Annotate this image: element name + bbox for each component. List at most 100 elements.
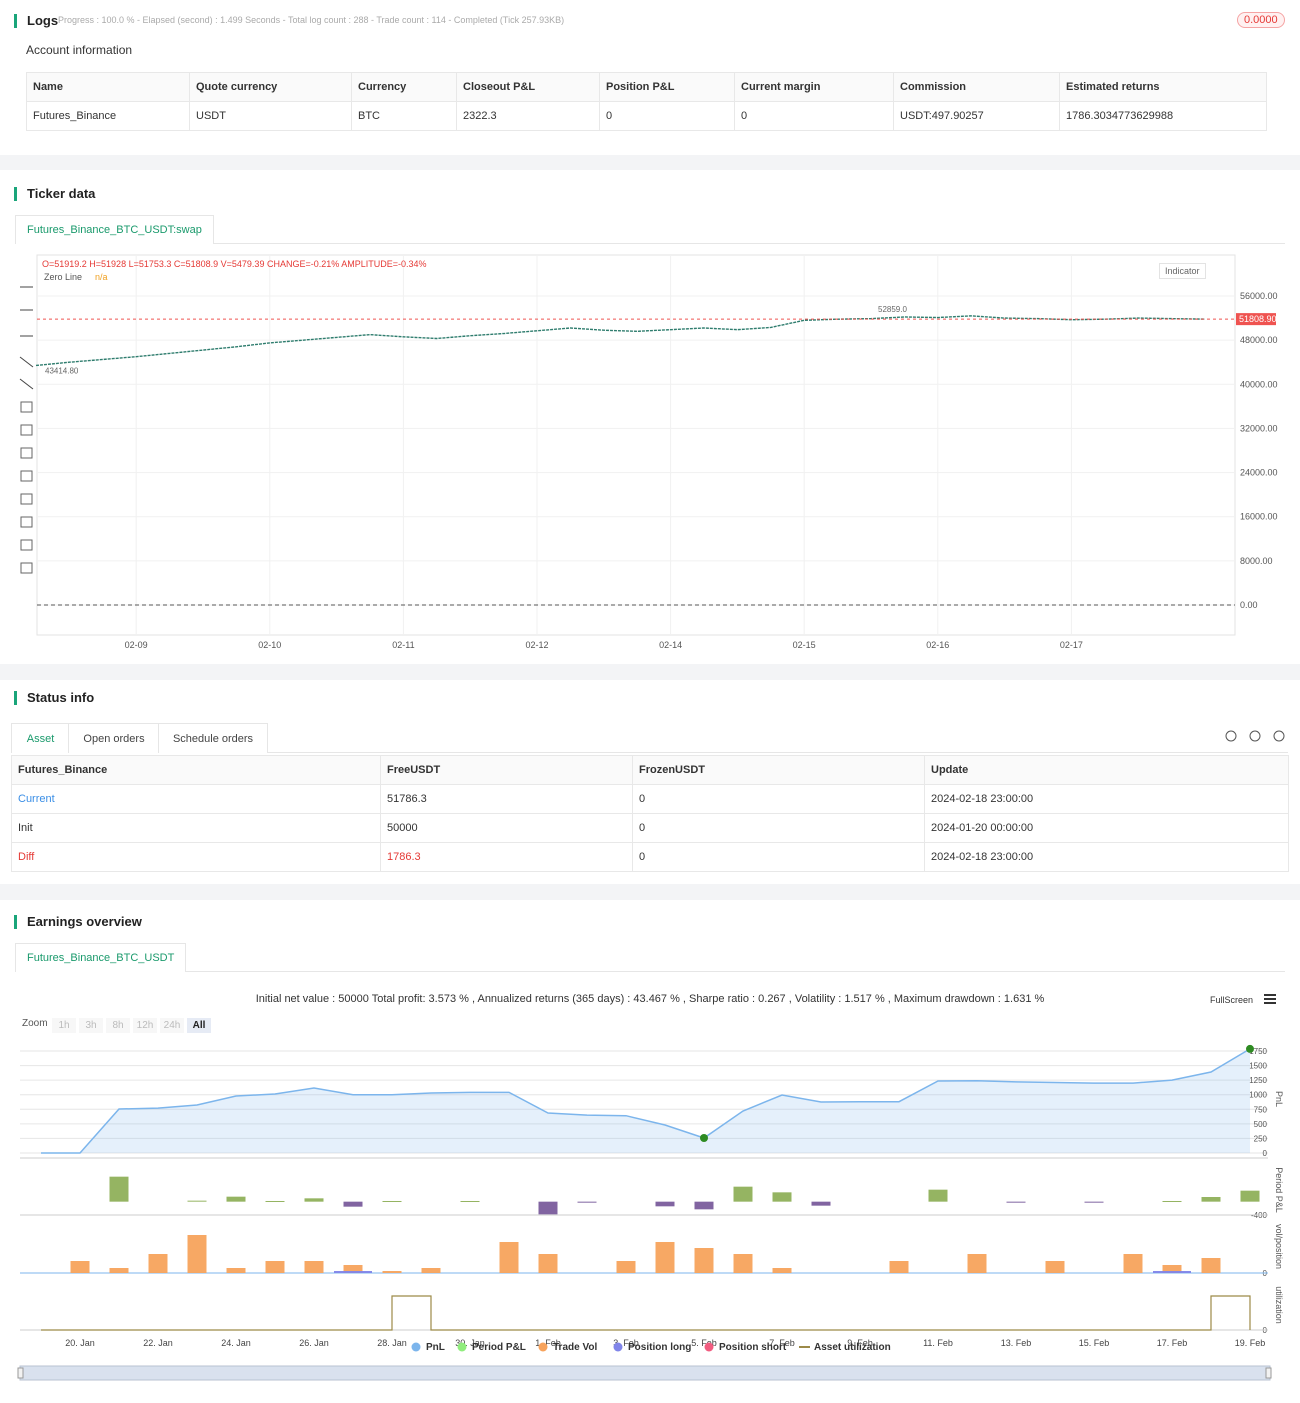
tab-underline — [11, 752, 1288, 753]
legend-label[interactable]: PnL — [426, 1342, 445, 1353]
price-line — [35, 315, 1206, 367]
legend-label[interactable]: Position long — [628, 1342, 691, 1353]
legend-label[interactable]: Period P&L — [472, 1342, 526, 1353]
y-tick-label: 1250 — [1249, 1076, 1267, 1085]
account-table-wrap: Name Quote currency Currency Closeout P&L Po… — [26, 72, 1267, 131]
cell: Diff — [11, 842, 381, 872]
bar — [343, 1265, 363, 1273]
tab[interactable]: Futures_Binance_BTC_USDT:swap — [15, 215, 214, 244]
cell: 0 — [632, 842, 925, 872]
y-tick-label: 8000.00 — [1240, 556, 1273, 566]
toolbar-icon — [1225, 730, 1237, 742]
tool-icon — [20, 493, 33, 505]
navigator-handle — [1265, 1367, 1272, 1379]
x-tick-label: 19. Feb — [1235, 1338, 1266, 1348]
zoom-button[interactable]: 8h — [106, 1018, 130, 1033]
zoom-button[interactable]: 24h — [160, 1018, 184, 1033]
tool-icon — [20, 401, 33, 413]
bar — [226, 1196, 246, 1202]
bar — [109, 1176, 129, 1202]
divider — [0, 155, 1300, 170]
x-tick-label: 02-15 — [793, 640, 816, 650]
tool-icon — [20, 516, 33, 528]
zoom-button[interactable]: 3h — [79, 1018, 103, 1033]
bar — [1045, 1261, 1065, 1273]
header-cell: Currency — [351, 72, 457, 102]
zoom-button[interactable]: 1h — [52, 1018, 76, 1033]
y-tick-label: 250 — [1254, 1134, 1268, 1143]
header-cell: FreeUSDT — [380, 755, 633, 785]
y-tick-label: 16000.00 — [1240, 512, 1278, 522]
bar — [538, 1201, 558, 1215]
x-tick-label: 02-11 — [392, 640, 414, 650]
legend-marker — [538, 1342, 548, 1352]
table: Name Quote currency Currency Closeout P&L Po… — [26, 72, 1267, 131]
zoom-buttons: 1h 3h 8h 12h 24h All — [52, 1015, 214, 1033]
x-tick-label: 24. Jan — [221, 1338, 251, 1348]
fullscreen-button[interactable]: FullScreen — [1210, 995, 1254, 1005]
cell: BTC — [351, 101, 457, 131]
bar — [889, 1261, 909, 1273]
tab[interactable]: Schedule orders — [158, 723, 268, 753]
header-cell: Estimated returns — [1059, 72, 1267, 102]
cell: Init — [11, 813, 381, 843]
row: Current 51786.3 0 2024-02-18 23:00:00 — [11, 784, 1289, 814]
tool-icon — [19, 378, 34, 390]
status-table-wrap: Futures_Binance FreeUSDT FrozenUSDT Update C… — [11, 755, 1289, 872]
tool-icon — [20, 447, 33, 459]
y-tick-label: 0.00 — [1240, 600, 1258, 610]
row: Diff 1786.3 0 2024-02-18 23:00:00 — [11, 842, 1289, 872]
cell: 2024-02-18 23:00:00 — [924, 842, 1289, 872]
bar — [382, 1201, 402, 1202]
cell: 1786.3034773629988 — [1059, 101, 1267, 131]
navigator-handle — [17, 1367, 24, 1379]
bar — [1084, 1201, 1104, 1203]
zoom-button[interactable]: 12h — [133, 1018, 157, 1033]
bar — [733, 1254, 753, 1273]
row: Futures_Binance USDT BTC 2322.3 0 0 USDT:497.9… — [26, 101, 1267, 131]
x-tick-label: 17. Feb — [1157, 1338, 1188, 1348]
bar — [655, 1242, 675, 1273]
cell: 0 — [599, 101, 735, 131]
y-tick-label: 40000.00 — [1240, 379, 1278, 389]
indicator-button[interactable]: Indicator — [1159, 263, 1206, 279]
y-tick-label: 750 — [1254, 1105, 1268, 1114]
x-tick-label: 02-09 — [125, 640, 148, 650]
bar — [226, 1268, 246, 1273]
x-tick-label: 02-12 — [525, 640, 548, 650]
cell: 2322.3 — [456, 101, 600, 131]
tab[interactable]: Futures_Binance_BTC_USDT — [15, 943, 187, 972]
bar — [70, 1261, 90, 1273]
progress: Progress : 100.0 % - Elapsed (second) : … — [58, 15, 565, 25]
legend-label[interactable]: Asset utilization — [814, 1342, 891, 1353]
header-cell: Current margin — [734, 72, 894, 102]
bar — [811, 1201, 831, 1206]
section-title: Ticker data — [14, 187, 95, 201]
y-axis-title: PnL — [1274, 1091, 1284, 1107]
y-tick-label: 1750 — [1249, 1047, 1267, 1056]
tab-underline — [15, 971, 1285, 972]
header-cell: Update — [924, 755, 1289, 785]
x-tick-label: 22. Jan — [143, 1338, 173, 1348]
cell: USDT:497.90257 — [893, 101, 1060, 131]
tab[interactable]: Asset — [11, 723, 70, 753]
zoom-button[interactable]: All — [187, 1018, 211, 1033]
tool-icon — [20, 470, 33, 482]
tool-icon — [20, 424, 33, 436]
legend-label[interactable]: Position short — [719, 1342, 787, 1353]
header-cell: Position P&L — [599, 72, 735, 102]
tab[interactable]: Open orders — [68, 723, 160, 753]
bar — [460, 1201, 480, 1202]
bar — [148, 1254, 168, 1273]
section-title: Status info — [14, 691, 94, 705]
bar — [538, 1254, 558, 1273]
zoom-label: Zoom — [22, 1018, 48, 1029]
tool-icon — [19, 356, 34, 368]
summary: Initial net value : 50000 Total profit: … — [0, 993, 1300, 1005]
bar — [733, 1186, 753, 1202]
pnl-line — [41, 1048, 1251, 1154]
legend-label[interactable]: Trade Vol — [553, 1342, 597, 1353]
bar — [1006, 1201, 1026, 1203]
last-price-box — [1236, 313, 1276, 326]
bar — [694, 1248, 714, 1273]
